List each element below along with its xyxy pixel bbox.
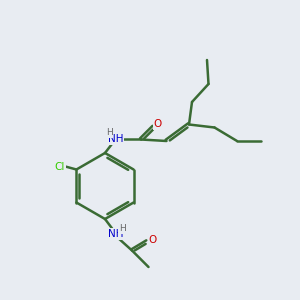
Text: NH: NH xyxy=(108,229,123,239)
Text: Cl: Cl xyxy=(55,161,65,172)
Text: H: H xyxy=(106,128,113,137)
Text: O: O xyxy=(153,119,161,130)
Text: O: O xyxy=(148,235,157,245)
Text: NH: NH xyxy=(108,134,123,145)
Text: H: H xyxy=(119,224,125,233)
